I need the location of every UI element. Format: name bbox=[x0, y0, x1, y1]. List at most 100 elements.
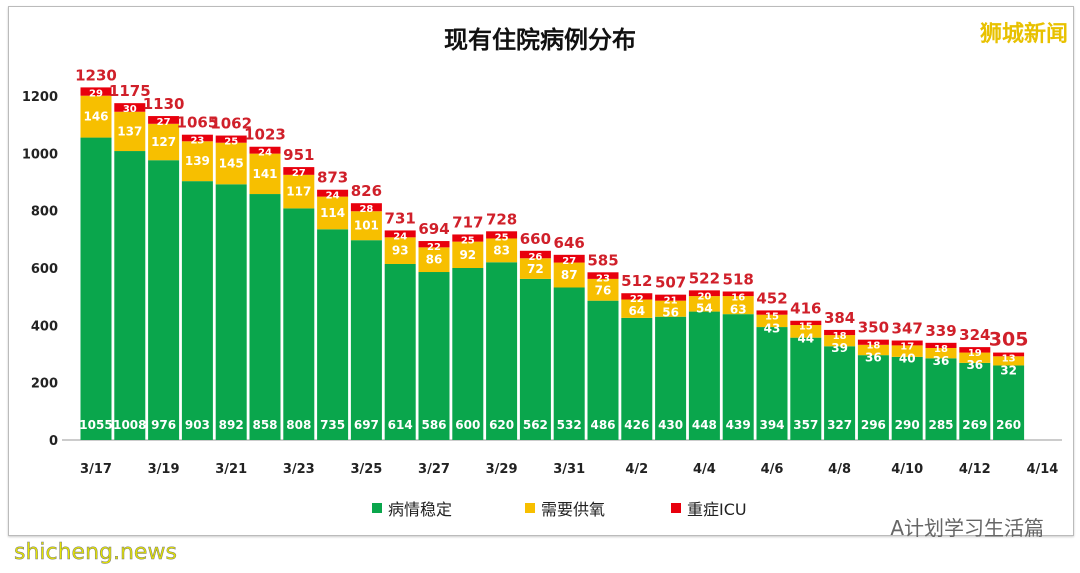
bar-icu bbox=[655, 294, 687, 301]
bar-stable bbox=[553, 287, 585, 440]
legend-oxygen: 需要供氧 bbox=[525, 496, 605, 520]
data-label: 22 bbox=[427, 242, 441, 253]
data-label: 586 bbox=[421, 418, 446, 432]
total-label: 694 bbox=[418, 220, 449, 238]
bar-icu bbox=[148, 116, 180, 124]
x-tick-label: 4/4 bbox=[693, 462, 716, 477]
bar-stable bbox=[993, 365, 1025, 440]
bar-icu bbox=[857, 339, 889, 345]
data-label: 137 bbox=[117, 124, 142, 138]
data-label: 20 bbox=[697, 291, 711, 302]
total-label: 518 bbox=[723, 271, 754, 289]
data-label: 87 bbox=[561, 268, 578, 282]
site-watermark: shicheng.news bbox=[14, 540, 177, 566]
bar-stable bbox=[350, 240, 382, 440]
data-label: 28 bbox=[359, 204, 373, 215]
x-tick-label: 3/25 bbox=[350, 462, 382, 477]
legend-label: 重症ICU bbox=[687, 500, 747, 519]
bar-stable bbox=[688, 311, 720, 440]
bar-stable bbox=[486, 262, 518, 440]
total-label: 873 bbox=[317, 169, 348, 187]
x-tick-label: 4/14 bbox=[1026, 462, 1058, 477]
bar-oxygen bbox=[519, 258, 551, 279]
x-tick-label: 3/17 bbox=[80, 462, 112, 477]
bar-stable bbox=[621, 317, 653, 440]
data-label: 21 bbox=[664, 296, 678, 307]
brand-logo: 狮城新闻 bbox=[979, 22, 1068, 47]
total-label: 1130 bbox=[143, 95, 185, 113]
bar-icu bbox=[824, 329, 856, 336]
bar-stable bbox=[925, 358, 957, 440]
y-tick-label: 200 bbox=[31, 377, 58, 392]
total-label: 1230 bbox=[75, 66, 117, 84]
data-label: 858 bbox=[252, 418, 277, 432]
data-label: 117 bbox=[286, 185, 311, 199]
data-label: 40 bbox=[899, 352, 916, 366]
bar-stable bbox=[722, 314, 754, 440]
legend-label: 需要供氧 bbox=[541, 500, 606, 519]
total-label: 339 bbox=[925, 322, 956, 340]
data-label: 18 bbox=[866, 341, 880, 352]
data-label: 614 bbox=[388, 418, 413, 432]
bar-oxygen bbox=[418, 247, 450, 273]
bar-oxygen bbox=[756, 314, 788, 328]
bar-icu bbox=[993, 352, 1025, 357]
data-label: 146 bbox=[83, 110, 108, 124]
bar-stable bbox=[148, 160, 180, 441]
x-tick-label: 4/10 bbox=[891, 462, 923, 477]
data-label: 439 bbox=[726, 418, 751, 432]
x-tick-label: 3/31 bbox=[553, 462, 585, 477]
total-label: 646 bbox=[554, 234, 585, 252]
legend-label: 病情稳定 bbox=[388, 500, 453, 519]
bar-oxygen bbox=[722, 296, 754, 315]
y-tick-label: 400 bbox=[31, 319, 58, 334]
legend-swatch bbox=[671, 503, 681, 513]
bar-icu bbox=[215, 135, 247, 143]
legend-swatch bbox=[372, 503, 382, 513]
chart-title: 现有住院病例分布 bbox=[444, 26, 636, 54]
bar-stable bbox=[283, 208, 315, 440]
data-label: 101 bbox=[354, 219, 379, 233]
data-label: 141 bbox=[252, 167, 277, 181]
data-label: 114 bbox=[320, 206, 345, 220]
data-label: 24 bbox=[393, 231, 407, 242]
data-label: 18 bbox=[833, 331, 847, 342]
data-label: 486 bbox=[590, 418, 615, 432]
data-label: 63 bbox=[730, 303, 747, 317]
data-label: 697 bbox=[354, 418, 379, 432]
x-tick-label: 4/2 bbox=[625, 462, 648, 477]
y-tick-label: 1200 bbox=[22, 90, 58, 105]
y-tick-label: 800 bbox=[31, 205, 58, 220]
x-tick-label: 4/6 bbox=[761, 462, 784, 477]
data-label: 36 bbox=[865, 351, 882, 365]
bar-icu bbox=[519, 250, 551, 259]
data-label: 36 bbox=[966, 358, 983, 372]
data-label: 72 bbox=[527, 262, 544, 276]
data-label: 27 bbox=[292, 168, 306, 179]
data-label: 892 bbox=[219, 418, 244, 432]
data-label: 92 bbox=[459, 248, 476, 262]
data-label: 269 bbox=[962, 418, 987, 432]
x-tick-label: 4/12 bbox=[959, 462, 991, 477]
total-label: 384 bbox=[824, 309, 855, 327]
bar-icu bbox=[925, 342, 957, 348]
bar-oxygen bbox=[925, 347, 957, 359]
data-label: 1055 bbox=[79, 418, 112, 432]
total-label: 416 bbox=[790, 300, 821, 318]
data-label: 808 bbox=[286, 418, 311, 432]
total-label: 452 bbox=[756, 289, 787, 307]
total-label: 717 bbox=[452, 213, 483, 231]
bar-oxygen bbox=[621, 299, 653, 318]
data-label: 13 bbox=[1002, 354, 1016, 365]
data-label: 290 bbox=[895, 418, 920, 432]
data-label: 23 bbox=[190, 136, 204, 147]
bar-icu bbox=[486, 231, 518, 239]
data-label: 27 bbox=[562, 256, 576, 267]
data-label: 27 bbox=[157, 117, 171, 128]
bar-stable bbox=[249, 194, 281, 440]
data-label: 64 bbox=[628, 304, 645, 318]
data-label: 19 bbox=[968, 348, 982, 359]
x-tick-label: 3/29 bbox=[486, 462, 518, 477]
data-label: 23 bbox=[596, 273, 610, 284]
bar-stable bbox=[587, 300, 619, 440]
